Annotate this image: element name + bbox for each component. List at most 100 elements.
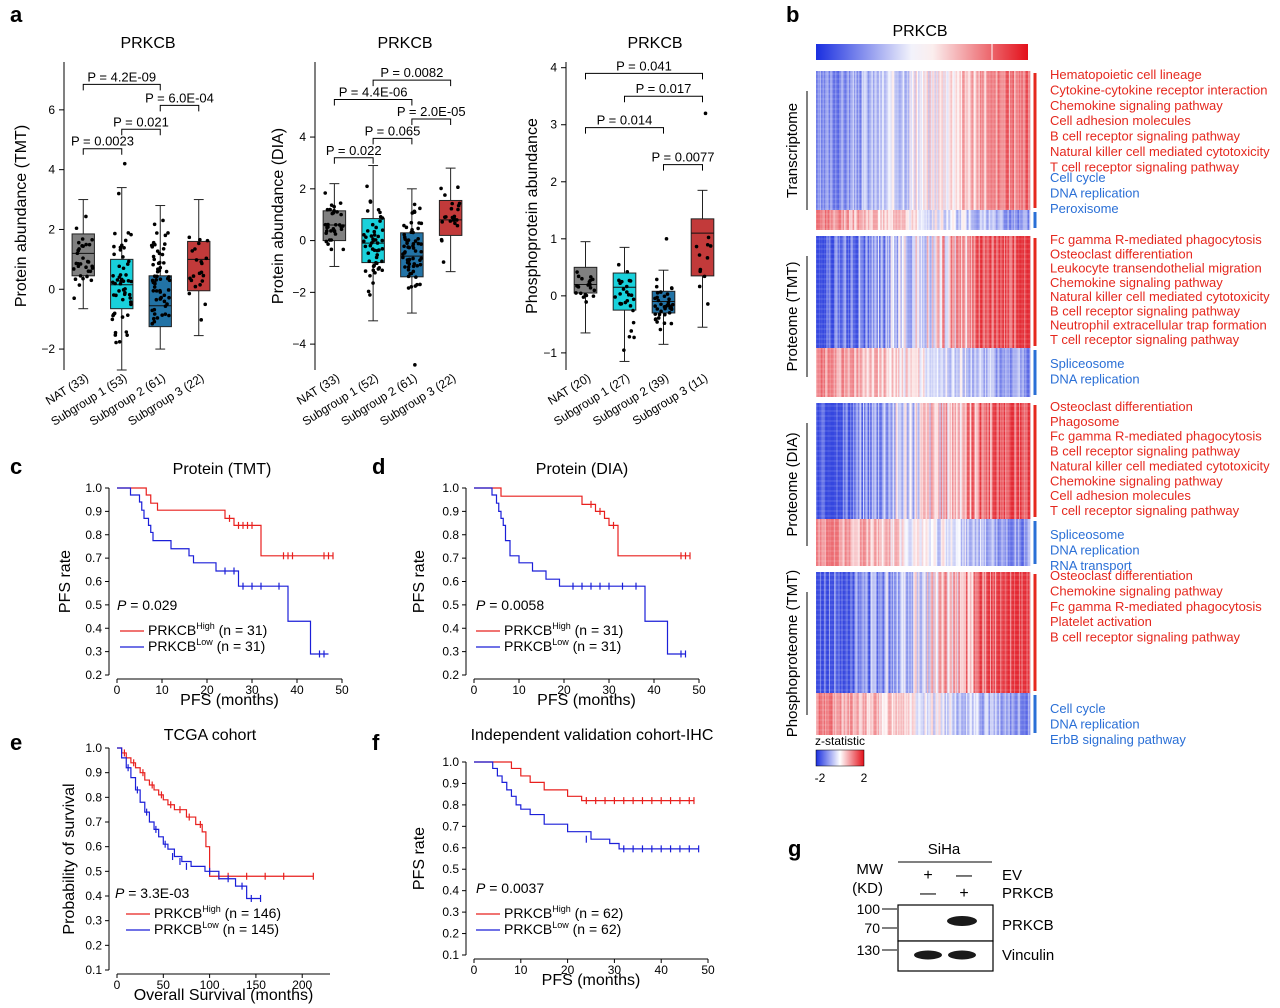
heatmap-stripe: [950, 71, 953, 210]
blot-membrane-prkcb: [897, 904, 994, 942]
p-value-annotation: P = 0.0058: [476, 597, 544, 613]
heatmap-stripe: [1006, 210, 1008, 230]
heatmap-stripe: [940, 71, 943, 210]
heatmap-stripe: [926, 348, 929, 397]
data-point: [618, 281, 622, 285]
heatmap-stripe: [1017, 693, 1020, 735]
heatmap-stripe: [960, 572, 963, 693]
p-value-label: P = 6.0E-04: [145, 90, 214, 105]
heatmap-stripe: [962, 236, 964, 348]
y-tick-label: 4: [48, 163, 55, 177]
heatmap-stripe: [949, 693, 952, 735]
heatmap-stripe: [837, 572, 840, 693]
heatmap-stripe: [962, 210, 964, 230]
heatmap-stripe: [916, 348, 919, 397]
significance-bracket: [333, 99, 413, 106]
heatmap-stripe: [910, 71, 913, 210]
data-point: [166, 288, 171, 292]
panel-label-g: g: [788, 836, 801, 861]
heatmap-stripe: [867, 572, 870, 693]
heatmap-stripe: [970, 210, 973, 230]
legend-title: z-statistic: [815, 734, 865, 748]
heatmap-stripe: [992, 210, 994, 230]
heatmap-stripe: [876, 210, 879, 230]
data-point: [380, 238, 385, 243]
heatmap-stripe: [935, 403, 938, 519]
heatmap-stripe: [990, 348, 993, 397]
heatmap-stripe: [897, 693, 900, 735]
heatmap-stripe: [831, 572, 833, 693]
heatmap-stripe: [868, 403, 871, 519]
heatmap-stripe: [818, 71, 821, 210]
heatmap-stripe: [911, 348, 914, 397]
heatmap-stripe: [1014, 210, 1017, 230]
heatmap-stripe: [983, 693, 986, 735]
y-tick-label: 0.3: [442, 905, 459, 919]
heatmap-stripe: [928, 71, 930, 210]
heatmap-stripe: [959, 236, 962, 348]
heatmap-stripe: [965, 403, 968, 519]
data-point: [113, 281, 117, 286]
heatmap-stripe: [1016, 348, 1018, 397]
heatmap-stripe: [826, 693, 828, 735]
y-tick-label: 2: [550, 175, 557, 189]
heatmap-stripe: [875, 693, 877, 735]
heatmap-stripe: [954, 236, 957, 348]
data-point: [193, 247, 197, 251]
heatmap-stripe: [946, 572, 949, 693]
heatmap-stripe: [875, 519, 877, 566]
data-point: [670, 302, 675, 307]
heatmap-stripe: [827, 236, 829, 348]
data-point: [81, 256, 85, 260]
heatmap-stripe: [939, 693, 942, 735]
heatmap-stripe: [1022, 210, 1025, 230]
heatmap-stripe: [944, 403, 947, 519]
prkcb-expression-bar: [816, 44, 1028, 60]
heatmap-stripe: [885, 71, 887, 210]
heatmap-stripe: [1022, 348, 1025, 397]
data-point: [413, 249, 418, 253]
y-tick-label: 0: [299, 234, 306, 248]
data-point: [631, 297, 636, 302]
heatmap-stripe: [900, 236, 902, 348]
heatmap-stripe: [899, 71, 901, 210]
data-point: [416, 236, 420, 241]
heatmap-stripe: [900, 210, 902, 230]
data-point: [187, 235, 192, 240]
heatmap-stripe: [987, 693, 989, 735]
heatmap-stripe: [940, 403, 943, 519]
heatmap-stripe: [862, 403, 865, 519]
heatmap-stripe: [935, 693, 938, 735]
heatmap-stripe: [925, 403, 928, 519]
heatmap-stripe: [837, 348, 840, 397]
heatmap-stripe: [958, 348, 960, 397]
data-point: [152, 307, 157, 312]
pathway-up-label: Chemokine signaling pathway: [1050, 473, 1223, 488]
heatmap-stripe: [992, 71, 994, 210]
heatmap-stripe: [916, 519, 919, 566]
data-point: [440, 220, 444, 224]
heatmap-stripe: [894, 519, 896, 566]
lane1-sign: +: [923, 867, 932, 884]
data-point: [363, 269, 368, 273]
heatmap-stripe: [975, 519, 978, 566]
data-point: [365, 209, 370, 213]
heatmap-stripe: [956, 519, 959, 566]
y-tick-label: 0.8: [442, 528, 459, 542]
y-tick-label: 0.6: [442, 575, 459, 589]
heatmap-stripe: [826, 403, 828, 519]
data-point: [613, 295, 617, 299]
heatmap-stripe: [1011, 693, 1013, 735]
heatmap-stripe: [880, 572, 882, 693]
heatmap-stripe: [897, 236, 900, 348]
heatmap-stripe: [998, 71, 1001, 210]
heatmap-stripe: [967, 693, 969, 735]
heatmap-stripe: [886, 71, 889, 210]
heatmap-stripe: [945, 236, 948, 348]
heatmap-stripe: [831, 348, 833, 397]
p-value-label: P = 0.022: [326, 143, 382, 158]
heatmap-stripe: [901, 572, 904, 693]
data-point: [154, 278, 159, 282]
data-point: [589, 275, 593, 279]
heatmap-stripe: [832, 572, 835, 693]
